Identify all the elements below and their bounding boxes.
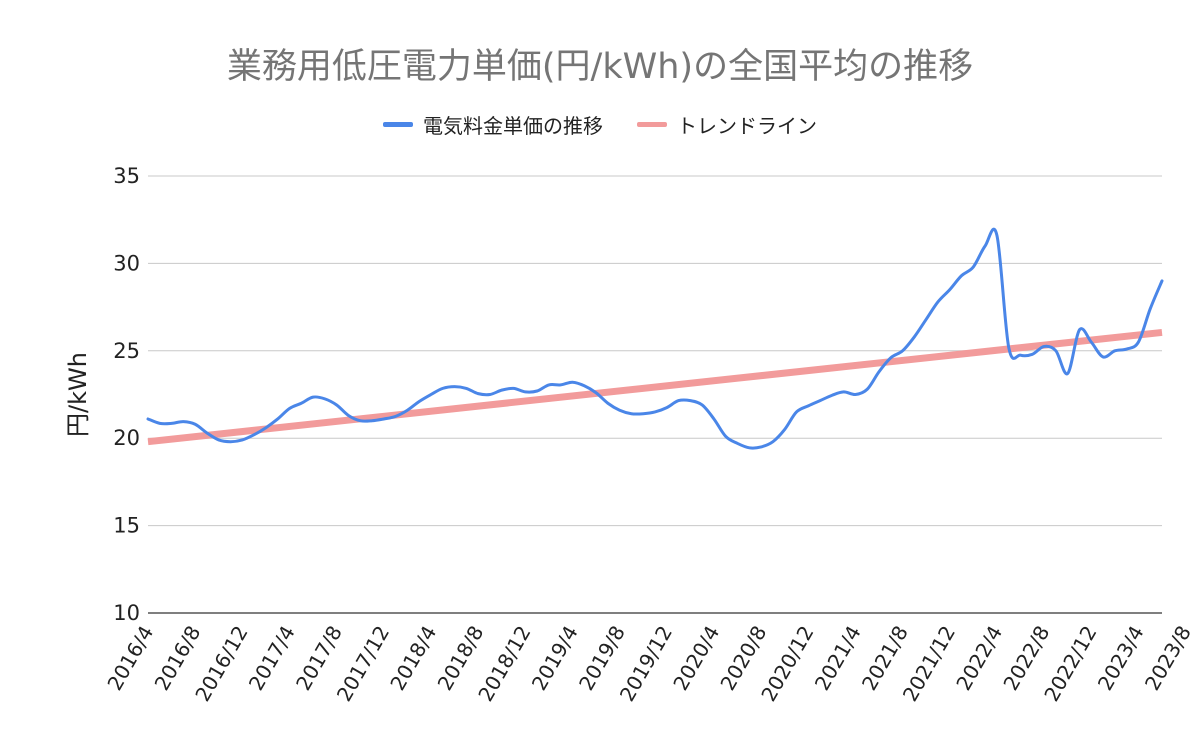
y-tick-label: 35 [113, 164, 140, 188]
x-tick-label: 2023/8 [1140, 622, 1196, 695]
y-tick-label: 20 [113, 426, 140, 450]
legend-label-price: 電気料金単価の推移 [423, 114, 603, 138]
legend-swatch-price [383, 122, 413, 127]
y-tick-label: 30 [113, 251, 140, 275]
y-tick-label: 10 [113, 601, 140, 625]
trendline-series [147, 328, 1163, 446]
legend-item-price: 電気料金単価の推移 [383, 110, 603, 139]
y-tick-label: 25 [113, 339, 140, 363]
price-series-line [146, 227, 1164, 450]
legend-label-trend: トレンドライン [677, 114, 817, 138]
y-tick-label: 15 [113, 514, 140, 538]
legend-item-trend: トレンドライン [637, 110, 817, 139]
y-axis-label: 円/kWh [64, 352, 92, 437]
legend-swatch-trend [637, 122, 667, 127]
chart-title: 業務用低圧電力単価(円/kWh)の全国平均の推移 [226, 47, 974, 87]
legend: 電気料金単価の推移 トレンドライン [0, 110, 1200, 139]
